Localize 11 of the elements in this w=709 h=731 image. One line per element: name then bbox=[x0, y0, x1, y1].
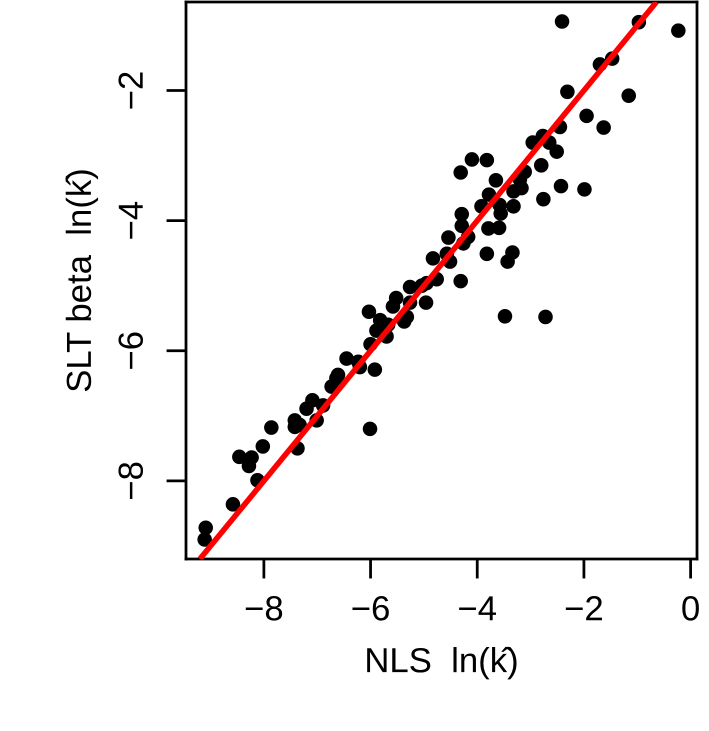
x-tick-label: −8 bbox=[246, 596, 282, 621]
x-tick-label: −6 bbox=[352, 596, 389, 621]
y-tick-label: −4 bbox=[118, 202, 143, 239]
y-tick-label: −2 bbox=[118, 72, 143, 109]
x-tick-label: −2 bbox=[566, 596, 602, 620]
y-tick-label: −6 bbox=[118, 332, 144, 369]
x-tick-label: −4 bbox=[459, 596, 496, 620]
x-tick-label: 0 bbox=[682, 596, 699, 621]
x-axis-title: NLS ln(k̂) bbox=[367, 646, 517, 680]
y-tick-label: −8 bbox=[118, 462, 144, 499]
y-axis-title: SLT beta ln(k̂) bbox=[66, 170, 98, 392]
